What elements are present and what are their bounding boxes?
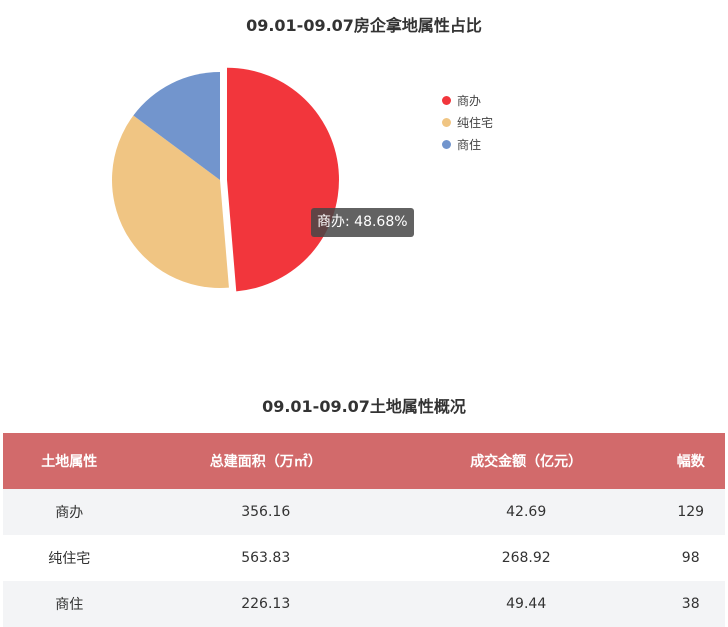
table-cell: 42.69: [395, 489, 657, 535]
table-cell: 356.16: [135, 489, 396, 535]
column-header-area: 总建面积（万㎡）: [135, 433, 396, 489]
table-row: 商办 356.16 42.69 129: [3, 489, 725, 535]
pie-slice-1[interactable]: [111, 115, 229, 288]
land-attribute-table: 土地属性 总建面积（万㎡） 成交金额（亿元） 幅数 商办 356.16 42.6…: [3, 433, 725, 627]
legend-label: 商住: [457, 137, 482, 152]
legend-label: 商办: [457, 93, 482, 108]
table-cell: 49.44: [395, 581, 657, 627]
table-cell: 268.92: [395, 535, 657, 581]
chart-title: 09.01-09.07房企拿地属性占比: [246, 16, 482, 35]
table-cell: 563.83: [135, 535, 396, 581]
column-header-amount: 成交金额（亿元）: [395, 433, 657, 489]
legend-marker-icon: [442, 117, 451, 127]
legend-item-0[interactable]: 商办: [442, 89, 493, 111]
table-cell: 98: [656, 535, 725, 581]
table-title: 09.01-09.07土地属性概况: [262, 397, 466, 416]
legend-marker-icon: [442, 139, 451, 149]
column-header-count: 幅数: [656, 433, 725, 489]
table-cell: 129: [656, 489, 725, 535]
chart-legend: 商办 纯住宅 商住: [442, 89, 493, 155]
legend-item-2[interactable]: 商住: [442, 133, 493, 155]
table-header-row: 土地属性 总建面积（万㎡） 成交金额（亿元） 幅数: [3, 433, 725, 489]
table-cell: 商办: [3, 489, 136, 535]
column-header-attribute: 土地属性: [3, 433, 136, 489]
table-cell: 38: [656, 581, 725, 627]
pie-slice-0[interactable]: [226, 67, 339, 292]
table-row: 纯住宅 563.83 268.92 98: [3, 535, 725, 581]
pie-chart: [111, 67, 339, 292]
pie-slice-2[interactable]: [133, 72, 220, 180]
table-cell: 纯住宅: [3, 535, 136, 581]
legend-marker-icon: [442, 95, 451, 105]
legend-label: 纯住宅: [457, 115, 494, 130]
table-row: 商住 226.13 49.44 38: [3, 581, 725, 627]
legend-item-1[interactable]: 纯住宅: [442, 111, 493, 133]
table-cell: 226.13: [135, 581, 396, 627]
table-cell: 商住: [3, 581, 136, 627]
chart-tooltip: 商办: 48.68%: [311, 208, 414, 237]
